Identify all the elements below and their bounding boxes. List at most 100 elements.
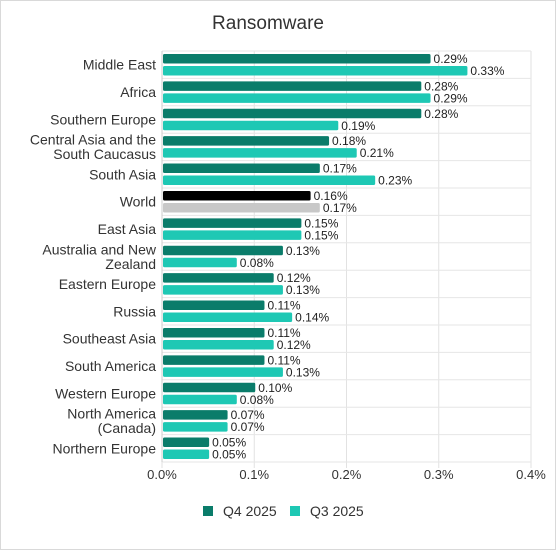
category-label-line: South Caucasus (53, 146, 156, 162)
data-label: 0.29% (434, 91, 468, 105)
category-label: Western Europe (55, 386, 156, 402)
data-label: 0.07% (231, 420, 265, 434)
bar-q4-2025 (163, 245, 283, 256)
category-label: Russia (113, 303, 156, 319)
chart-title: Ransomware (212, 13, 324, 34)
category-label: Central Asia and the South Caucasus (30, 132, 156, 163)
bar-q3-2025 (163, 202, 320, 213)
data-label: 0.13% (286, 283, 320, 297)
x-tick-label: 0.3% (424, 467, 454, 482)
category-label-line: World (120, 194, 156, 210)
axis-layer: 0.0% 0.1% 0.2% 0.3% 0.4% Middle East Africa Sou… (30, 51, 546, 482)
bar-q3-2025 (163, 120, 339, 131)
data-label: 0.12% (277, 271, 311, 285)
data-label: 0.28% (424, 107, 458, 121)
x-tick-label: 0.1% (239, 467, 269, 482)
bar-q3-2025 (163, 285, 283, 295)
bar-q3-2025 (163, 230, 302, 240)
bar-q4-2025 (163, 355, 265, 365)
category-label: Africa (120, 84, 156, 100)
x-tick-label: 0.2% (332, 467, 362, 482)
data-label: 0.13% (286, 244, 320, 258)
bar-q4-2025 (163, 382, 256, 393)
bar-q3-2025 (163, 449, 210, 460)
data-label: 0.33% (470, 64, 504, 78)
data-label: 0.10% (258, 381, 292, 395)
data-label: 0.11% (267, 326, 300, 340)
data-label: 0.23% (378, 174, 412, 188)
bar-q3-2025 (163, 339, 274, 350)
bar-q3-2025 (163, 422, 228, 432)
category-label-line: Russia (113, 303, 156, 319)
data-label: 0.17% (323, 201, 357, 215)
data-label: 0.29% (434, 52, 468, 66)
category-label: South Asia (89, 166, 156, 182)
category-label: Northern Europe (52, 440, 156, 456)
category-label-line: Eastern Europe (59, 276, 156, 292)
data-label: 0.14% (295, 311, 329, 325)
bar-q3-2025 (163, 175, 376, 186)
category-label: Australia and New Zealand (42, 241, 157, 272)
bar-q4-2025 (163, 81, 422, 91)
grid-layer (161, 50, 532, 468)
category-label-line: South Asia (89, 166, 156, 182)
category-label-line: Central Asia and the (30, 132, 156, 148)
data-label: 0.08% (240, 256, 274, 270)
legend-label: Q3 2025 (310, 503, 364, 519)
data-label: 0.05% (212, 448, 246, 462)
category-label-line: Africa (120, 84, 156, 100)
bar-q4-2025 (163, 136, 330, 146)
category-label: Southern Europe (50, 112, 156, 128)
data-label: 0.18% (332, 134, 366, 148)
data-label: 0.05% (212, 436, 246, 450)
data-label: 0.12% (277, 338, 311, 352)
category-label-line: East Asia (98, 221, 157, 237)
bar-q4-2025 (163, 190, 311, 201)
category-label: South America (65, 358, 156, 374)
category-label-line: North America (67, 406, 156, 422)
bar-q4-2025 (163, 300, 265, 311)
legend-swatch (290, 506, 300, 516)
bar-q4-2025 (163, 53, 431, 64)
data-label: 0.11% (267, 299, 300, 313)
label-layer: 0.29%0.33%0.28%0.29%0.28%0.19%0.18%0.21%… (212, 52, 505, 462)
bar-q3-2025 (163, 65, 468, 76)
x-tick-label: 0.4% (516, 467, 546, 482)
data-label: 0.15% (304, 216, 338, 230)
data-label: 0.08% (240, 393, 274, 407)
category-label: World (120, 194, 156, 210)
bar-q3-2025 (163, 148, 357, 158)
category-label: North America (Canada) (67, 406, 156, 437)
bar-q3-2025 (163, 93, 431, 103)
category-label-line: Australia and New (42, 241, 157, 257)
category-label: Eastern Europe (59, 276, 156, 292)
bar-q4-2025 (163, 108, 422, 119)
category-label-line: Northern Europe (52, 440, 156, 456)
bar-q4-2025 (163, 410, 228, 420)
data-label: 0.07% (231, 408, 265, 422)
category-label-line: Zealand (105, 256, 156, 272)
bar-q3-2025 (163, 367, 283, 377)
bar-q4-2025 (163, 218, 302, 228)
data-label: 0.17% (323, 162, 357, 176)
legend-label: Q4 2025 (223, 503, 277, 519)
category-label: East Asia (98, 221, 157, 237)
legend-swatch (203, 506, 213, 516)
data-label: 0.11% (267, 353, 300, 367)
x-tick-label: 0.0% (147, 467, 177, 482)
data-label: 0.13% (286, 365, 320, 379)
category-label: Middle East (83, 57, 156, 73)
bar-q3-2025 (163, 394, 237, 405)
category-label-line: Southern Europe (50, 112, 156, 128)
bar-q4-2025 (163, 163, 320, 174)
bar-layer (163, 53, 468, 460)
bar-q3-2025 (163, 312, 293, 323)
data-label: 0.15% (304, 228, 338, 242)
category-label-line: Middle East (83, 57, 156, 73)
category-label: Southeast Asia (63, 331, 157, 347)
bar-q4-2025 (163, 273, 274, 283)
category-label-line: South America (65, 358, 156, 374)
category-label-line: Western Europe (55, 386, 156, 402)
